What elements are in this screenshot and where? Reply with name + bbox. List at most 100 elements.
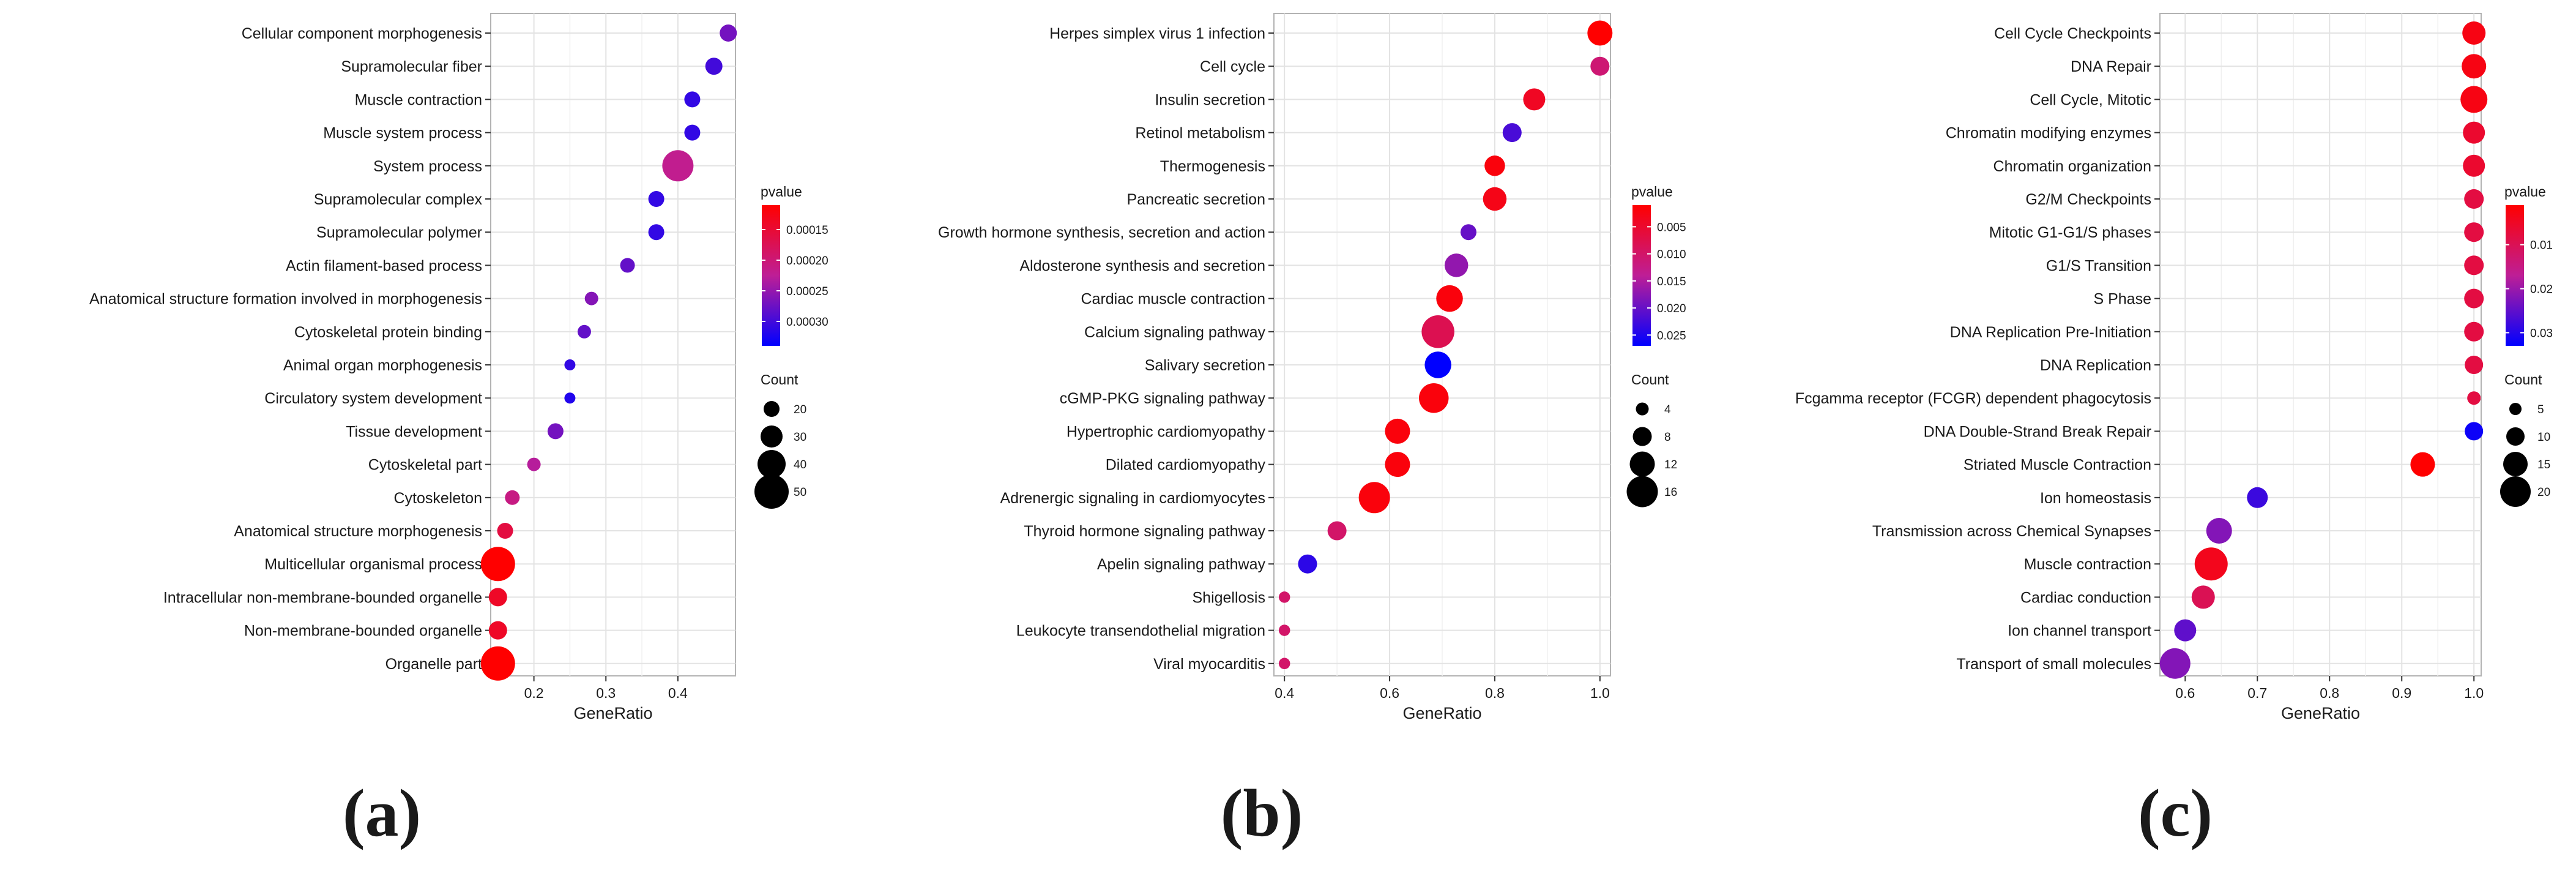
count-legend-label: 50 — [794, 486, 806, 499]
count-legend-dot — [1632, 427, 1652, 446]
pvalue-legend-title: pvalue — [1631, 184, 1673, 200]
x-tick-label: 1.0 — [2464, 685, 2484, 701]
data-point — [505, 490, 520, 505]
category-label: Striated Muscle Contraction — [1964, 457, 2151, 474]
data-point — [1385, 418, 1410, 444]
category-label: Cardiac conduction — [2020, 589, 2151, 606]
count-legend-label: 20 — [2537, 486, 2550, 499]
data-point — [1502, 123, 1522, 143]
data-point — [1278, 591, 1290, 603]
data-point — [1484, 155, 1505, 176]
data-point — [2159, 648, 2191, 679]
category-label: Retinol metabolism — [1135, 125, 1265, 142]
data-point — [1419, 383, 1449, 413]
count-legend-dot — [1629, 451, 1655, 477]
count-legend-label: 30 — [794, 431, 806, 444]
data-point — [684, 124, 701, 141]
count-legend-label: 20 — [794, 403, 806, 416]
category-label: Tissue development — [346, 423, 482, 440]
category-label: Anatomical structure formation involved … — [89, 291, 482, 308]
x-tick-label: 0.8 — [1485, 685, 1505, 701]
pvalue-legend-title: pvalue — [2504, 184, 2546, 200]
x-tick-label: 0.3 — [596, 685, 616, 701]
plot-area — [490, 13, 736, 676]
count-legend-title: Count — [1631, 372, 1669, 388]
data-point — [547, 423, 564, 440]
category-label: Shigellosis — [1192, 589, 1265, 606]
count-legend-label: 40 — [794, 459, 806, 471]
data-point — [2206, 518, 2232, 544]
data-point — [1298, 554, 1317, 574]
category-label: S Phase — [2093, 291, 2151, 308]
data-point — [2462, 21, 2486, 45]
data-point — [662, 150, 694, 182]
category-label: Growth hormone synthesis, secretion and … — [938, 224, 1265, 241]
category-label: Hypertrophic cardiomyopathy — [1067, 423, 1266, 440]
x-tick-label: 0.2 — [524, 685, 544, 701]
data-point — [2464, 321, 2484, 342]
count-legend-dot — [754, 474, 789, 509]
data-point — [1460, 224, 1476, 241]
data-point — [705, 58, 723, 75]
count-legend-dot — [764, 401, 780, 417]
data-point — [1278, 658, 1290, 670]
data-point — [1444, 253, 1469, 277]
category-label: Transport of small molecules — [1956, 656, 2151, 673]
x-axis-title: GeneRatio — [1402, 704, 1481, 722]
count-legend-dot — [1636, 402, 1649, 416]
pvalue-legend-title: pvalue — [761, 184, 802, 200]
data-point — [527, 457, 541, 471]
data-point — [2174, 619, 2197, 642]
data-point — [480, 547, 515, 582]
colorbar-tick-label: 0.015 — [1657, 275, 1686, 288]
data-point — [1590, 56, 1610, 76]
x-tick-label: 0.4 — [1275, 685, 1294, 701]
data-point — [648, 224, 664, 241]
colorbar-tick-label: 0.025 — [1657, 329, 1686, 342]
data-point — [2410, 452, 2435, 477]
count-legend-label: 16 — [1664, 486, 1677, 499]
colorbar-tick-label: 0.00020 — [786, 255, 828, 268]
colorbar-tick-label: 0.00025 — [786, 285, 828, 298]
data-point — [620, 258, 635, 273]
data-point — [1358, 482, 1390, 514]
data-point — [1327, 521, 1347, 541]
category-label: Thyroid hormone signaling pathway — [1024, 523, 1265, 540]
count-legend-dot — [2506, 427, 2525, 446]
x-axis-title: GeneRatio — [573, 704, 652, 722]
category-label: Supramolecular fiber — [341, 58, 482, 75]
count-legend-dot — [761, 425, 783, 448]
data-point — [2464, 288, 2484, 309]
category-label: Supramolecular complex — [314, 191, 483, 208]
data-point — [564, 359, 576, 370]
x-tick-label: 0.6 — [2175, 685, 2195, 701]
category-label: Circulatory system development — [264, 390, 482, 407]
category-label: Muscle contraction — [2024, 556, 2151, 573]
colorbar-tick-label: 0.020 — [1657, 302, 1686, 315]
category-label: Salivary secretion — [1145, 357, 1265, 374]
category-label: Fcgamma receptor (FCGR) dependent phagoc… — [1795, 390, 2151, 407]
category-label: Actin filament-based process — [286, 257, 482, 274]
category-label: DNA Replication Pre-Initiation — [1950, 324, 2151, 341]
data-point — [2463, 154, 2485, 177]
data-point — [480, 646, 515, 681]
data-point — [2463, 121, 2485, 144]
panel-label: (c) — [2138, 776, 2213, 850]
category-label: Ion channel transport — [2008, 623, 2151, 640]
data-point — [2465, 422, 2484, 441]
colorbar-tick-label: 0.02 — [2530, 283, 2553, 296]
category-label: Mitotic G1-G1/S phases — [1989, 224, 2151, 241]
pvalue-colorbar — [762, 205, 780, 346]
data-point — [2467, 391, 2481, 405]
category-label: Leukocyte transendothelial migration — [1016, 623, 1265, 640]
category-label: Thermogenesis — [1160, 158, 1265, 175]
category-label: Cellular component morphogenesis — [242, 25, 482, 42]
category-label: Calcium signaling pathway — [1084, 324, 1265, 341]
count-legend-dot — [2500, 476, 2531, 507]
category-label: Non-membrane-bounded organelle — [244, 623, 482, 640]
category-label: Apelin signaling pathway — [1097, 556, 1266, 573]
data-point — [1523, 88, 1546, 111]
x-axis-title: GeneRatio — [2281, 704, 2360, 722]
category-label: Chromatin modifying enzymes — [1946, 125, 2151, 142]
x-tick-label: 0.7 — [2247, 685, 2267, 701]
